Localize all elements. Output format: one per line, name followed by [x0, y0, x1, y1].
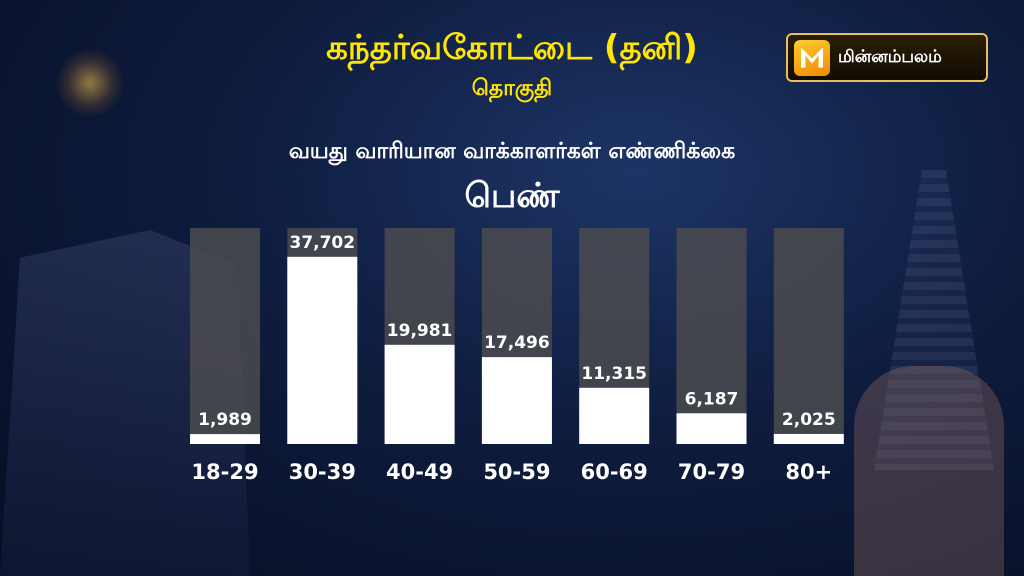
bar-18-29 [190, 434, 260, 444]
bar-70-79 [676, 413, 747, 444]
x-tick-label: 18-29 [191, 460, 258, 484]
x-tick-label: 50-59 [483, 460, 550, 484]
chart-title: வயது வாரியான வாக்காளர்கள் எண்ணிக்கை [288, 139, 736, 164]
data-label: 17,496 [484, 333, 550, 353]
data-label: 1,989 [198, 410, 252, 430]
bar-60-69 [579, 387, 650, 444]
m-logo-icon [794, 39, 830, 76]
bar-track [773, 228, 844, 444]
logo-text: மின்னம்பலம் [838, 46, 942, 67]
sparkle-decoration [55, 48, 125, 118]
bar-track [190, 228, 260, 444]
x-tick-label: 40-49 [386, 460, 453, 484]
x-tick-label: 80+ [785, 460, 832, 484]
x-tick-label: 30-39 [289, 460, 356, 484]
data-label: 37,702 [289, 233, 355, 253]
chart-subtitle: பெண் [464, 176, 560, 216]
data-label: 6,187 [685, 389, 739, 409]
data-label: 11,315 [581, 364, 647, 384]
x-tick-label: 70-79 [678, 460, 745, 484]
page-title: கந்தர்வகோட்டை (தனி) [326, 28, 698, 68]
x-tick-label: 60-69 [581, 460, 648, 484]
bar-track [676, 228, 747, 444]
page-subtitle: தொகுதி [471, 76, 553, 101]
bar-40-49 [384, 344, 455, 444]
data-label: 2,025 [782, 410, 836, 430]
bar-80+ [773, 433, 844, 444]
data-label: 19,981 [387, 321, 453, 341]
bar-30-39 [287, 256, 358, 444]
brand-logo: மின்னம்பலம் [786, 33, 988, 82]
bar-50-59 [481, 357, 552, 444]
background-hand [854, 366, 1004, 576]
